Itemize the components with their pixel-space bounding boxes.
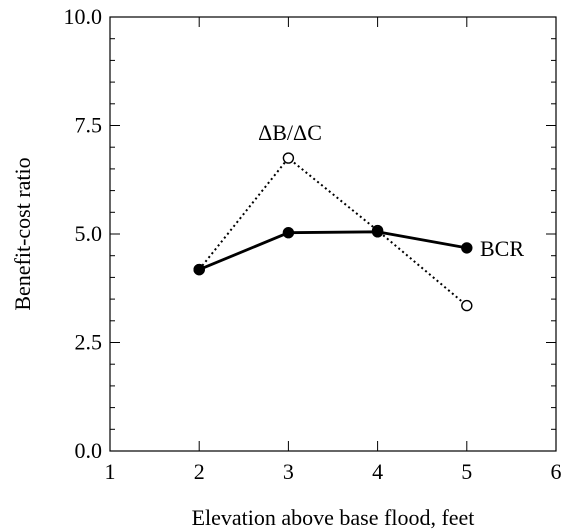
data-point-delta-b-delta-c [282, 152, 295, 164]
x-tick-label: 3 [283, 459, 294, 484]
x-tick-label: 4 [372, 459, 383, 484]
x-tick-label: 1 [105, 459, 116, 484]
series-line-delta-b-delta-c [198, 156, 468, 307]
data-point-bcr [193, 263, 205, 276]
data-point-bcr [371, 226, 384, 238]
series-points [193, 152, 473, 312]
data-point-delta-b-delta-c [461, 299, 473, 312]
y-tick-label: 5.0 [75, 221, 103, 246]
plot-frame [109, 16, 557, 452]
series-label-delta-b-delta-c: ΔB/ΔC [258, 120, 322, 145]
x-tick-label: 6 [551, 459, 562, 484]
x-tick-label: 2 [194, 459, 205, 484]
series-label-bcr: BCR [480, 236, 524, 261]
y-axis-label: Benefit-cost ratio [10, 157, 35, 310]
x-axis-label: Elevation above base flood, feet [192, 505, 475, 530]
y-tick-label: 0.0 [75, 438, 103, 463]
y-tick-label: 10.0 [64, 4, 103, 29]
series-lines [198, 156, 468, 307]
series-line-bcr [198, 230, 468, 271]
x-tick-label: 5 [461, 459, 472, 484]
data-point-bcr [461, 242, 473, 254]
y-tick-label: 2.5 [75, 330, 103, 355]
tick-labels: 1 2 3 4 5 6 0.0 2.5 5.0 7.5 10.0 [64, 4, 562, 484]
data-point-bcr [282, 226, 295, 239]
y-tick-label: 7.5 [75, 113, 103, 138]
axis-ticks [109, 16, 557, 452]
